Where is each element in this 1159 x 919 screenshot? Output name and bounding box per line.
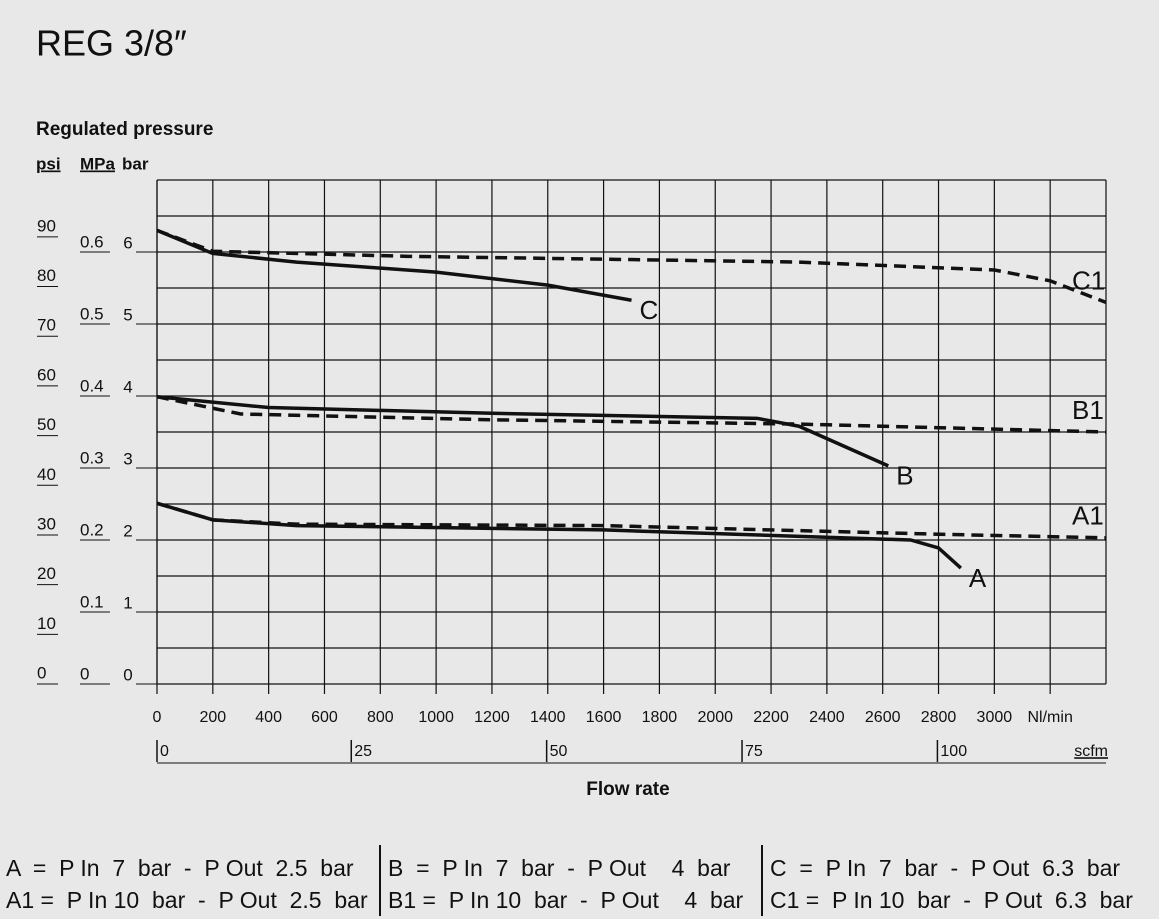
note: C = P In 7 bar - P Out 6.3 bar (770, 855, 1120, 881)
x-tick-label: 200 (199, 709, 226, 726)
y-mpa-tick-label: 0.2 (80, 520, 104, 539)
x-tick-label: 2400 (809, 709, 845, 726)
x2-tick-label: 75 (745, 743, 763, 760)
x2-tick-label: 100 (940, 743, 967, 760)
y-unit: bar (122, 154, 149, 173)
x-tick-label: 600 (311, 709, 338, 726)
x2-tick-label: 25 (354, 743, 372, 760)
series-line (156, 394, 889, 468)
y-psi-tick-label: 90 (37, 216, 56, 235)
series-line (156, 501, 1107, 540)
x2-tick-label: 0 (160, 743, 169, 760)
series-line (156, 395, 1107, 434)
x-tick-label: 400 (255, 709, 282, 726)
y-psi-tick-label: 60 (37, 365, 56, 384)
y-tick-label: 1 (123, 593, 132, 612)
y-psi-tick-label: 40 (37, 465, 56, 484)
series-label: B (896, 461, 913, 491)
y-psi-tick-label: 50 (37, 415, 56, 434)
x-tick-label: 2800 (921, 709, 957, 726)
series-line (156, 228, 632, 302)
series-line (156, 228, 1107, 305)
x-tick-label: 1000 (418, 709, 454, 726)
y-psi-tick-label: 30 (37, 514, 56, 533)
y-mpa-tick-label: 0.6 (80, 232, 104, 251)
y-tick-label: 3 (123, 449, 132, 468)
y-psi-tick-label: 0 (37, 663, 46, 682)
x-tick-label: 1200 (474, 709, 510, 726)
y-unit: psi (36, 154, 61, 173)
series-label: A (969, 563, 987, 593)
x-tick-label: 3000 (977, 709, 1013, 726)
x-tick-label: 2600 (865, 709, 901, 726)
note: B = P In 7 bar - P Out 4 bar (388, 855, 731, 881)
x-title: Flow rate (586, 779, 669, 800)
chart-title: REG 3/8″ (36, 23, 187, 64)
series-label: A1 (1072, 501, 1104, 531)
x-tick-label: 800 (367, 709, 394, 726)
y-title: Regulated pressure (36, 119, 213, 140)
y-unit: MPa (80, 154, 116, 173)
y-psi-tick-label: 80 (37, 266, 56, 285)
note: A = P In 7 bar - P Out 2.5 bar (6, 855, 354, 881)
note: C1 = P In 10 bar - P Out 6.3 bar (770, 887, 1133, 913)
y-tick-label: 0 (123, 665, 132, 684)
y-mpa-tick-label: 0.4 (80, 376, 104, 395)
x-tick-label: 1600 (586, 709, 622, 726)
series-label: C1 (1072, 265, 1105, 295)
series-label: C (640, 295, 659, 325)
y-tick-label: 6 (123, 233, 132, 252)
note: B1 = P In 10 bar - P Out 4 bar (388, 887, 744, 913)
x-tick-label: 2200 (753, 709, 789, 726)
note: A1 = P In 10 bar - P Out 2.5 bar (6, 887, 368, 913)
x-tick-label: Nl/min (1028, 709, 1073, 726)
y-mpa-tick-label: 0.3 (80, 448, 104, 467)
y-tick-label: 4 (123, 377, 132, 396)
y-tick-label: 2 (123, 521, 132, 540)
x2-unit: scfm (1074, 743, 1108, 760)
series-label: B1 (1072, 395, 1104, 425)
y-tick-label: 5 (123, 305, 132, 324)
x-tick-label: 1400 (530, 709, 566, 726)
y-psi-tick-label: 70 (37, 316, 56, 335)
y-mpa-tick-label: 0.1 (80, 592, 104, 611)
x-tick-label: 1800 (642, 709, 678, 726)
y-psi-tick-label: 10 (37, 614, 56, 633)
y-mpa-tick-label: 0.5 (80, 304, 104, 323)
y-mpa-tick-label: 0 (80, 664, 89, 683)
x-tick-label: 2000 (697, 709, 733, 726)
x-tick-label: 0 (153, 709, 162, 726)
x2-tick-label: 50 (550, 743, 568, 760)
y-psi-tick-label: 20 (37, 564, 56, 583)
